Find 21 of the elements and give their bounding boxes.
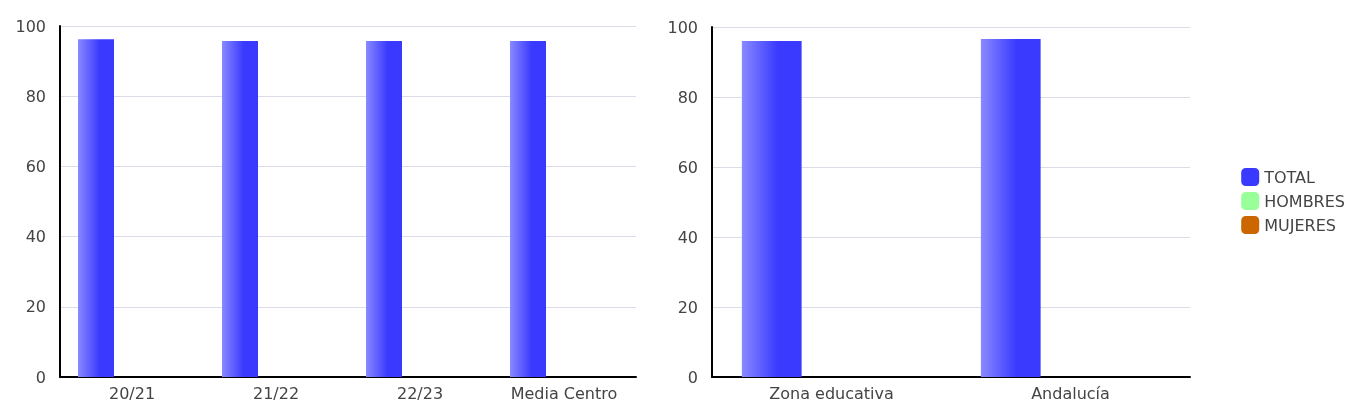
x-tick-label: 20/21 (108, 383, 156, 402)
y-tick-label: 40 (25, 227, 46, 247)
x-tick-label: Zona educativa (769, 383, 894, 402)
y-tick-label: 40 (677, 227, 698, 247)
x-tick-label: Media Centro (510, 383, 618, 402)
legend-label: MUJERES (1264, 215, 1336, 235)
y-tick-label: 20 (25, 297, 46, 317)
x-tick-label: 21/22 (252, 383, 300, 402)
y-tick-label: 60 (25, 156, 46, 176)
y-tick-label: 80 (25, 86, 46, 106)
x-tick-label: Andalucía (1031, 383, 1110, 402)
y-tick-label: 0 (35, 367, 46, 387)
y-tick-label: 20 (677, 297, 698, 317)
y-tick-label: 100 (667, 17, 698, 37)
legend-label: HOMBRES (1264, 191, 1346, 211)
legend-label: TOTAL (1263, 167, 1316, 187)
x-tick-label: 22/23 (396, 383, 444, 402)
y-tick-label: 100 (15, 16, 46, 36)
y-tick-label: 60 (677, 157, 698, 177)
y-tick-label: 80 (677, 87, 698, 107)
y-tick-label: 0 (687, 367, 698, 387)
